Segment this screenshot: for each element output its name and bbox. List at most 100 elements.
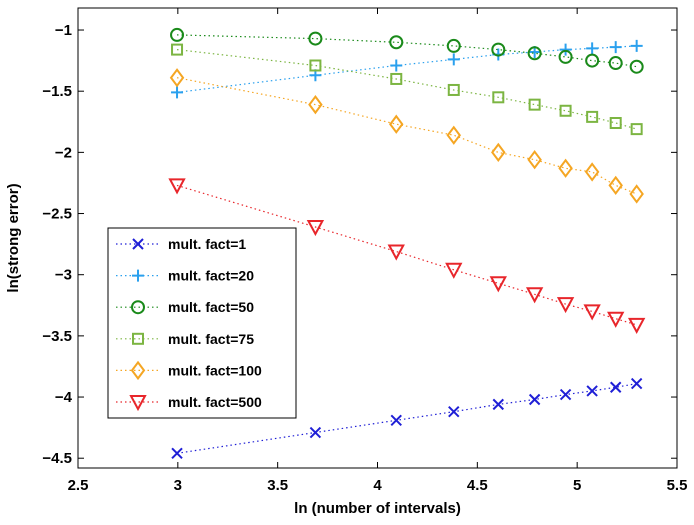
legend-marker [130,360,146,381]
data-point [527,150,542,170]
series-line [176,34,637,68]
x-tick-label: 3.5 [267,477,288,494]
legend-marker [132,332,144,345]
series-2 [170,27,644,74]
data-point [446,38,461,53]
plot-area [168,27,646,460]
axes: 2.5 3 3.5 4 4.5 5 5.5 −4.5 −4 −3.5 −3 −2.5 −2 −1.5 −1 [42,7,688,494]
data-point [559,104,572,117]
data-point [583,304,601,321]
data-point [629,184,644,204]
data-point [387,244,405,261]
data-point [390,72,403,85]
data-point [491,42,506,57]
data-point [168,178,186,195]
data-point [309,59,322,72]
data-point [559,43,572,56]
data-point [491,142,506,163]
data-point [169,68,185,88]
data-point [584,162,600,182]
data-point [630,39,643,52]
x-tick-label: 3 [174,477,182,494]
legend-marker [129,395,147,412]
data-point [171,86,184,99]
y-tick-label: −1.5 [42,83,72,100]
y-tick-label: −3 [55,267,72,284]
series-3 [171,43,643,136]
data-point [306,219,325,237]
data-point [525,287,544,304]
data-point [558,158,573,178]
data-point [447,53,460,66]
y-tick-label: −2.5 [42,206,72,223]
series-0 [171,377,643,460]
data-point [627,317,646,334]
legend-marker [132,238,144,250]
series-line [176,383,637,454]
legend-marker [132,269,144,282]
data-point [446,125,462,145]
legend-item: mult. fact=20 [116,268,254,284]
data-point [586,110,599,123]
x-tick-label: 5.5 [667,477,688,494]
data-point [585,53,600,68]
data-point [609,117,622,129]
legend-item: mult. fact=500 [116,394,262,412]
data-point [170,27,185,42]
data-point [390,414,402,426]
x-tick-label: 5 [573,477,581,494]
data-point [447,83,460,96]
y-tick-label: −2 [55,144,72,161]
series-line [176,45,637,93]
data-point [629,59,644,74]
data-point [489,276,507,293]
data-point [630,377,643,390]
series-line [176,184,637,326]
legend-item: mult. fact=100 [116,360,262,381]
legend-item: mult. fact=75 [116,331,254,347]
data-point [389,114,404,134]
y-tick-label: −3.5 [42,328,72,345]
data-point [445,262,463,279]
data-point [528,98,541,111]
series-line [176,77,637,195]
x-tick-label: 4.5 [467,477,488,494]
series-line [176,49,637,130]
legend-label: mult. fact=500 [168,394,262,410]
data-point [608,56,623,71]
data-point [527,46,542,61]
data-point [390,59,403,72]
data-point [609,41,622,54]
data-point [556,297,575,314]
series-4 [169,68,644,204]
data-point [558,49,573,64]
legend-label: mult. fact=50 [168,299,254,315]
y-tick-label: −4.5 [42,450,72,467]
data-point [559,388,572,401]
x-tick-label: 4 [373,477,382,494]
data-point [607,311,625,328]
y-tick-label: −1 [55,22,72,39]
series-1 [171,39,643,99]
legend-label: mult. fact=100 [168,362,262,378]
legend-label: mult. fact=20 [168,268,254,284]
data-point [171,43,184,56]
data-point [308,31,323,46]
legend-marker [131,300,145,315]
series-5 [168,178,646,334]
legend-label: mult. fact=1 [168,236,246,252]
data-point [389,35,404,50]
data-point [309,426,322,439]
data-point [492,91,505,104]
data-point [448,406,460,418]
legend: mult. fact=1 mult. fact=20 mult. fact=50 mu… [107,227,297,419]
data-point [608,175,623,196]
x-axis-label: ln (number of intervals) [294,500,461,517]
data-point [308,94,323,115]
data-point [171,447,183,460]
legend-box [107,227,297,419]
data-point [586,385,598,397]
data-point [586,42,599,55]
legend-item: mult. fact=1 [116,236,246,252]
